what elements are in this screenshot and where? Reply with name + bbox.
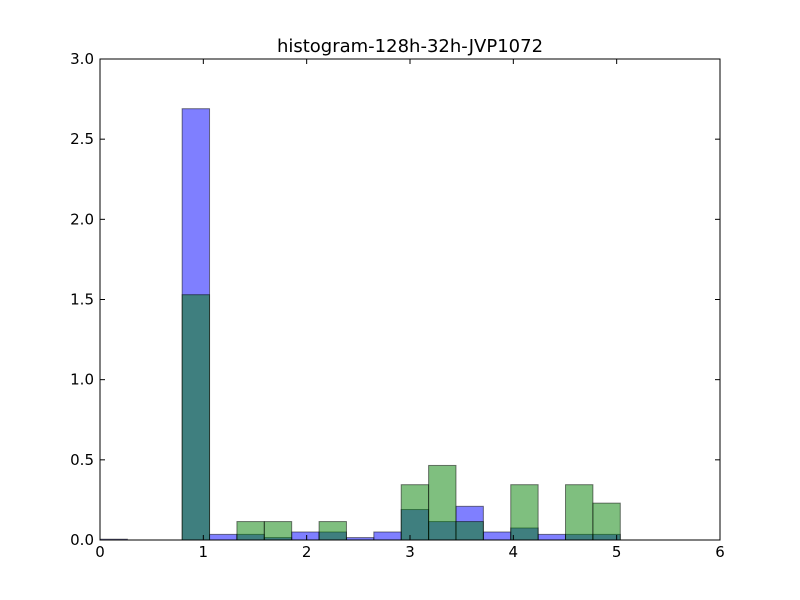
x-tick-label-5: 5 (612, 543, 622, 561)
histogram-bar-series-0-bin-7 (291, 531, 320, 541)
y-tick-label-4: 2.0 (70, 210, 94, 228)
histogram-bar-series-0-bin-14 (482, 531, 512, 541)
y-tick-label-5: 2.5 (70, 130, 94, 148)
histogram-bar-series-1-bin-5 (236, 521, 265, 541)
x-tick-label-3: 3 (405, 543, 415, 561)
histogram-bar-series-1-bin-8 (318, 521, 347, 541)
y-tick-label-1: 0.5 (70, 451, 94, 469)
x-tick-label-2: 2 (302, 543, 312, 561)
x-tick-label-0: 0 (95, 543, 105, 561)
bars-layer (99, 108, 621, 541)
histogram-bar-series-1-bin-3 (181, 294, 211, 541)
histogram-bar-series-1-bin-17 (565, 484, 594, 541)
y-tick-label-3: 1.5 (70, 291, 94, 309)
histogram-bar-series-1-bin-12 (428, 464, 457, 541)
histogram-bar-series-1-bin-6 (263, 521, 293, 541)
y-tick-label-2: 1.0 (70, 371, 94, 389)
y-tick-label-0: 0.0 (70, 531, 94, 549)
ticks-layer: 0 1 2 3 4 5 6 0.0 0.5 1.0 1.5 2.0 2.5 3.0 (70, 50, 725, 561)
histogram-bar-series-0-bin-10 (373, 531, 402, 541)
y-tick-label-6: 3.0 (70, 50, 94, 68)
histogram-bar-series-1-bin-18 (592, 502, 621, 541)
chart-title: histogram-128h-32h-JVP1072 (277, 36, 543, 57)
histogram-bar-series-1-bin-13 (455, 521, 484, 541)
histogram-bar-series-0-bin-16 (537, 533, 567, 541)
histogram-bar-series-0-bin-4 (209, 533, 238, 541)
x-tick-label-1: 1 (199, 543, 209, 561)
x-tick-label-4: 4 (509, 543, 519, 561)
histogram-bar-series-1-bin-11 (400, 484, 430, 541)
histogram-bar-series-1-bin-15 (510, 484, 539, 541)
x-tick-label-6: 6 (715, 543, 725, 561)
